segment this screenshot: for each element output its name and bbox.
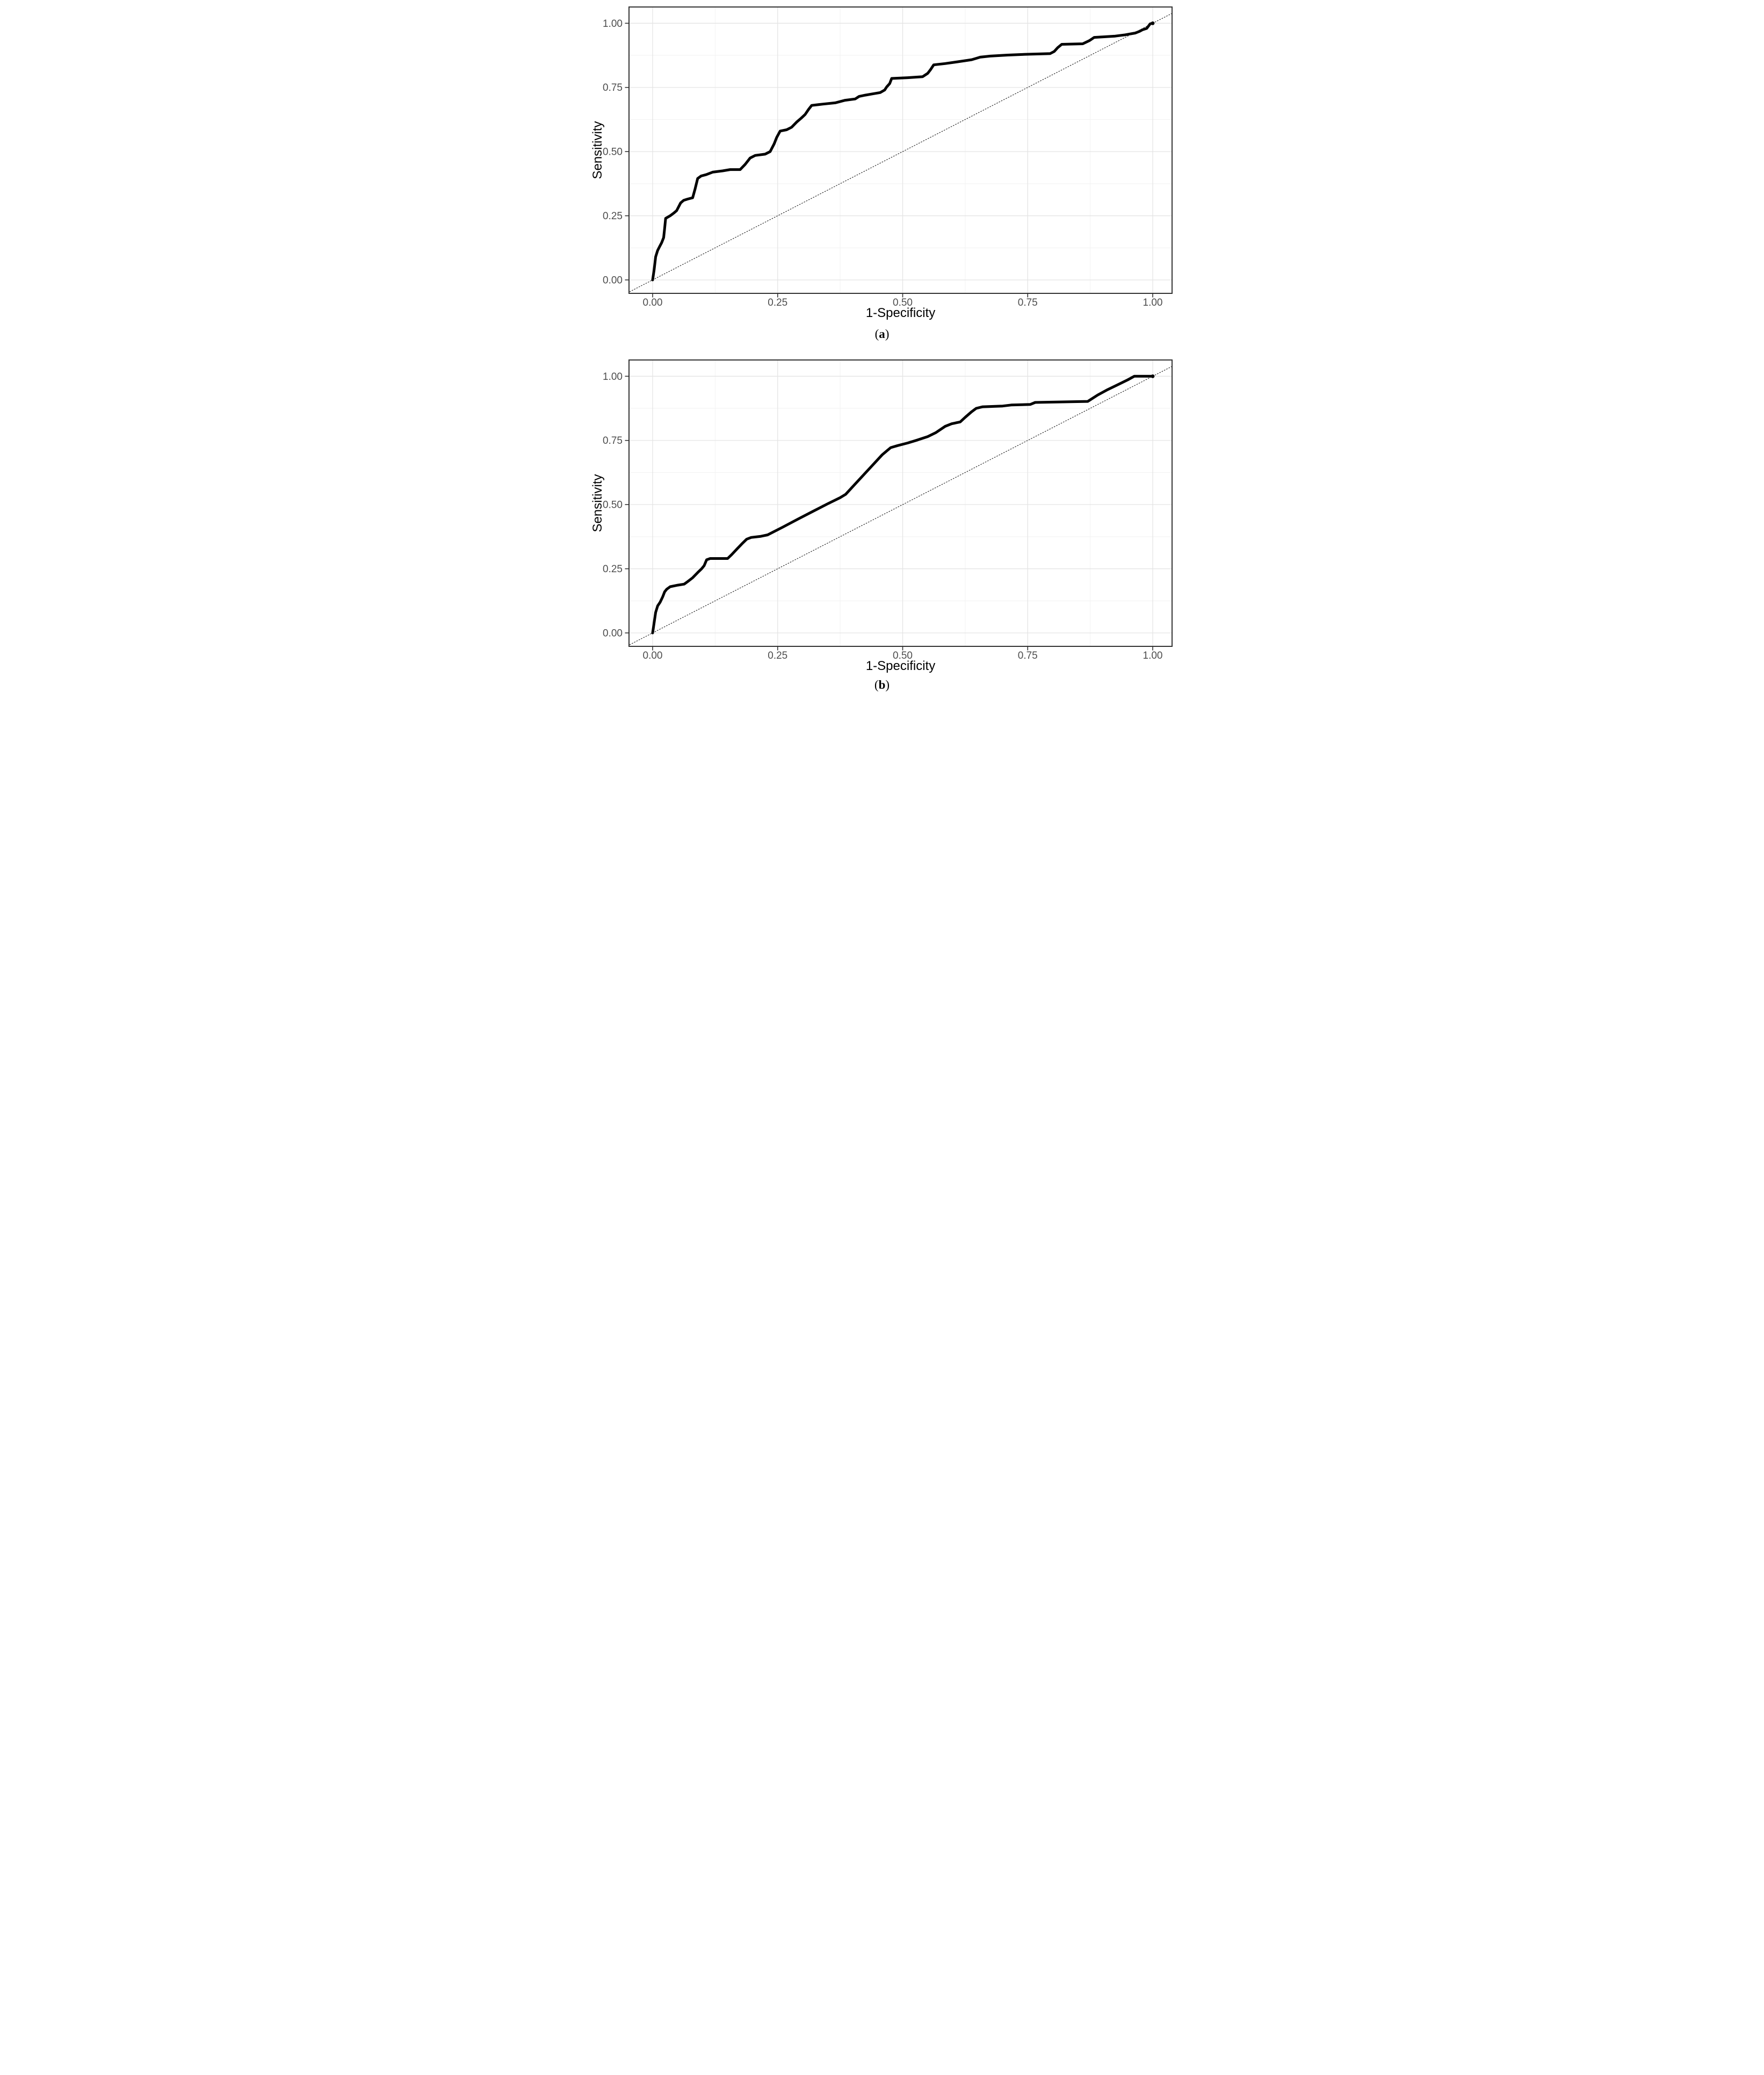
y-tick-label: 0.25 bbox=[603, 564, 623, 575]
roc-endpoint-dot bbox=[1151, 21, 1154, 25]
x-tick-label: 0.00 bbox=[642, 297, 662, 308]
subfigure-caption-b: (b) bbox=[588, 679, 1176, 691]
x-tick-label: 0.75 bbox=[1017, 297, 1037, 308]
roc-plot-b: 0.00 0.25 0.50 0.75 1.00 0.00 0.25 0.50 0.75 1.00… bbox=[590, 359, 1173, 673]
y-axis-title: Sensitivity bbox=[590, 474, 605, 532]
roc-plot-a: 0.00 0.25 0.50 0.75 1.00 0.00 0.25 0.50 0.75 1.00… bbox=[590, 6, 1173, 320]
y-axis-title: Sensitivity bbox=[590, 121, 605, 179]
x-tick-label: 0.50 bbox=[893, 297, 913, 308]
caption-a-open-paren: ( bbox=[874, 327, 879, 341]
roc-figure-b: 0.00 0.25 0.50 0.75 1.00 0.00 0.25 0.50 0.75 1.00… bbox=[588, 353, 1176, 691]
panel-border bbox=[628, 359, 1173, 647]
y-tick-label: 0.50 bbox=[603, 500, 623, 511]
x-tick-label: 1.00 bbox=[1143, 650, 1162, 661]
reference-diagonal-line bbox=[628, 366, 1172, 646]
panel-border bbox=[628, 6, 1173, 294]
caption-a-close-paren: ) bbox=[885, 327, 890, 341]
y-tick-label: 0.75 bbox=[603, 435, 623, 446]
x-axis-title: 1-Specificity bbox=[865, 659, 935, 673]
caption-b-letter: b bbox=[878, 678, 886, 691]
x-tick-label: 0.75 bbox=[1017, 650, 1037, 661]
x-tick-label: 0.25 bbox=[768, 650, 787, 661]
x-tick-label: 0.00 bbox=[642, 650, 662, 661]
roc-figure-a: 0.00 0.25 0.50 0.75 1.00 0.00 0.25 0.50 0.75 1.00… bbox=[588, 0, 1176, 340]
y-tick-label: 0.50 bbox=[603, 147, 623, 158]
y-tick-label: 1.00 bbox=[603, 371, 623, 383]
x-tick-label: 0.25 bbox=[768, 297, 787, 308]
y-tick-label: 0.75 bbox=[603, 82, 623, 93]
x-tick-label: 1.00 bbox=[1143, 297, 1162, 308]
x-axis-title: 1-Specificity bbox=[865, 306, 935, 320]
caption-b-close-paren: ) bbox=[885, 678, 890, 691]
y-tick-label: 0.00 bbox=[603, 628, 623, 639]
figure-page: 0.00 0.25 0.50 0.75 1.00 0.00 0.25 0.50 0.75 1.00… bbox=[588, 0, 1176, 691]
reference-diagonal-line bbox=[628, 13, 1172, 293]
roc-curve bbox=[651, 21, 1154, 282]
subfigure-caption-a: (a) bbox=[588, 328, 1176, 340]
roc-curve bbox=[651, 374, 1154, 635]
x-tick-label: 0.50 bbox=[893, 650, 913, 661]
roc-endpoint-dot bbox=[1151, 374, 1154, 378]
y-tick-label: 0.00 bbox=[603, 275, 623, 286]
y-tick-label: 0.25 bbox=[603, 211, 623, 222]
y-tick-label: 1.00 bbox=[603, 18, 623, 30]
caption-a-letter: a bbox=[879, 327, 885, 341]
caption-b-open-paren: ( bbox=[874, 678, 879, 691]
